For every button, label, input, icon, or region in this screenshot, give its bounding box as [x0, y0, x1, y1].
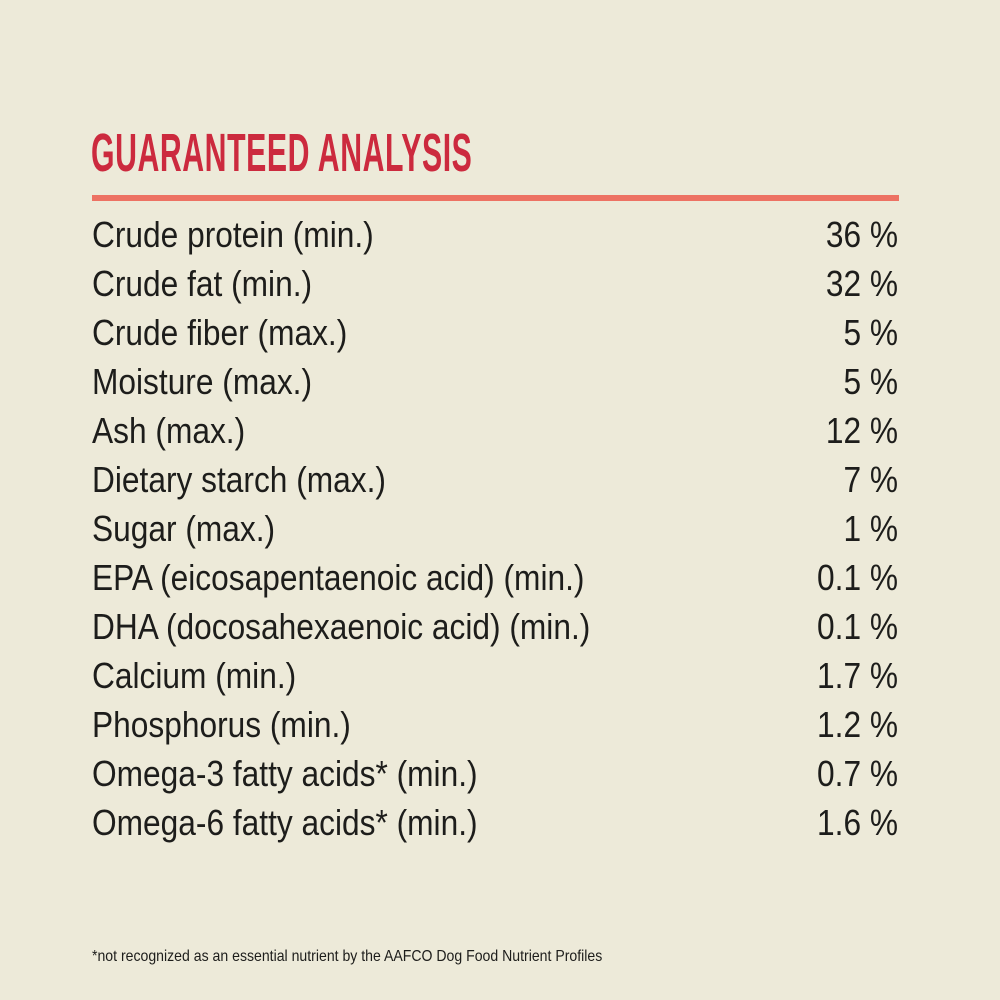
nutrient-name: Ash (max.) — [92, 410, 246, 451]
table-row: Sugar (max.) 1 % — [92, 504, 898, 553]
table-row: Crude protein (min.) 36 % — [92, 210, 898, 259]
nutrient-name: DHA (docosahexaenoic acid) (min.) — [92, 606, 591, 647]
nutrient-name: Crude fat (min.) — [92, 263, 313, 304]
table-row: Omega-3 fatty acids* (min.) 0.7 % — [92, 749, 898, 798]
nutrient-name: Moisture (max.) — [92, 361, 313, 402]
nutrient-name: Phosphorus (min.) — [92, 704, 351, 745]
table-row: Dietary starch (max.) 7 % — [92, 455, 898, 504]
nutrient-value: 1.6 % — [816, 802, 898, 843]
table-row: Crude fiber (max.) 5 % — [92, 308, 898, 357]
nutrient-name: Crude fiber (max.) — [92, 312, 348, 353]
table-row: Ash (max.) 12 % — [92, 406, 898, 455]
nutrient-name: Omega-6 fatty acids* (min.) — [92, 802, 478, 843]
nutrient-value: 7 % — [843, 459, 898, 500]
nutrient-value: 1.7 % — [816, 655, 898, 696]
table-row: Omega-6 fatty acids* (min.) 1.6 % — [92, 798, 898, 847]
nutrient-name: Crude protein (min.) — [92, 214, 374, 255]
page-title: GUARANTEED ANALYSIS — [91, 123, 473, 183]
table-row: Moisture (max.) 5 % — [92, 357, 898, 406]
nutrient-value: 1 % — [843, 508, 898, 549]
nutrient-value: 12 % — [825, 410, 898, 451]
nutrient-value: 1.2 % — [816, 704, 898, 745]
nutrient-value: 0.7 % — [816, 753, 898, 794]
footnote: *not recognized as an essential nutrient… — [92, 947, 672, 967]
nutrient-name: Omega-3 fatty acids* (min.) — [92, 753, 478, 794]
title-divider-rule — [92, 195, 899, 201]
nutrient-value: 5 % — [843, 361, 898, 402]
table-row: Crude fat (min.) 32 % — [92, 259, 898, 308]
nutrient-name: EPA (eicosapentaenoic acid) (min.) — [92, 557, 585, 598]
nutrient-value: 36 % — [825, 214, 898, 255]
nutrient-value: 5 % — [843, 312, 898, 353]
nutrient-name: Calcium (min.) — [92, 655, 297, 696]
nutrient-name: Sugar (max.) — [92, 508, 276, 549]
footnote-text: *not recognized as an essential nutrient… — [92, 948, 603, 965]
nutrient-name: Dietary starch (max.) — [92, 459, 386, 500]
nutrient-value: 0.1 % — [816, 606, 898, 647]
nutrient-value: 32 % — [825, 263, 898, 304]
nutrient-value: 0.1 % — [816, 557, 898, 598]
table-row: Calcium (min.) 1.7 % — [92, 651, 898, 700]
table-row: EPA (eicosapentaenoic acid) (min.) 0.1 % — [92, 553, 898, 602]
nutrient-table: Crude protein (min.) 36 % Crude fat (min… — [92, 210, 898, 847]
table-row: Phosphorus (min.) 1.2 % — [92, 700, 898, 749]
table-row: DHA (docosahexaenoic acid) (min.) 0.1 % — [92, 602, 898, 651]
